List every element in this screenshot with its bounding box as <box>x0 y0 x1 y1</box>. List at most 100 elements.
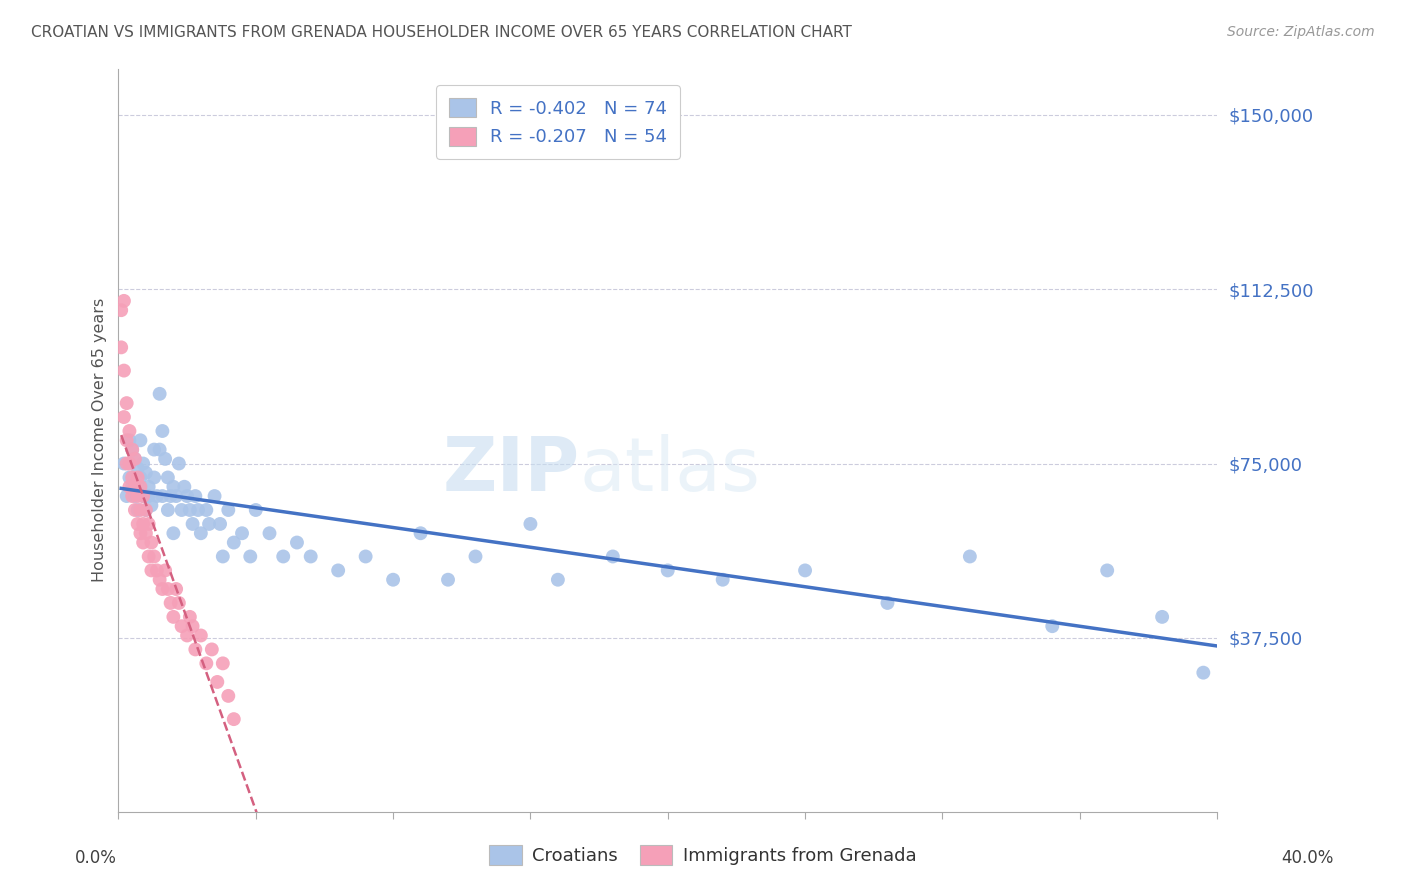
Point <box>149 387 172 401</box>
Point <box>204 489 226 503</box>
Point <box>876 596 898 610</box>
Point <box>127 470 149 484</box>
Point <box>129 434 152 448</box>
Point <box>190 526 212 541</box>
Text: 40.0%: 40.0% <box>1281 849 1334 867</box>
Point <box>132 535 155 549</box>
Point <box>132 516 155 531</box>
Point <box>1192 665 1215 680</box>
Point <box>143 470 166 484</box>
Point <box>1095 563 1118 577</box>
Point <box>138 549 160 564</box>
Point <box>195 503 218 517</box>
Point <box>167 457 190 471</box>
Point <box>138 516 160 531</box>
Point <box>146 489 169 503</box>
Point <box>382 573 405 587</box>
Point <box>159 596 181 610</box>
Point <box>129 470 152 484</box>
Point <box>239 549 262 564</box>
Point <box>437 573 460 587</box>
Point <box>124 451 146 466</box>
Point <box>602 549 624 564</box>
Point <box>201 642 224 657</box>
Point <box>121 489 143 503</box>
Point <box>127 503 149 517</box>
Point <box>176 489 198 503</box>
Point <box>159 489 181 503</box>
Point <box>231 526 253 541</box>
Point <box>153 451 176 466</box>
Point <box>195 657 218 671</box>
Point <box>207 675 229 690</box>
Point <box>124 451 146 466</box>
Point <box>141 535 163 549</box>
Point <box>179 610 201 624</box>
Point <box>135 466 157 480</box>
Point <box>112 410 135 425</box>
Point <box>127 516 149 531</box>
Point <box>1040 619 1063 633</box>
Point <box>162 610 184 624</box>
Point <box>143 442 166 457</box>
Point <box>112 457 135 471</box>
Point <box>115 434 138 448</box>
Point <box>138 489 160 503</box>
Point <box>170 619 193 633</box>
Point <box>181 619 204 633</box>
Point <box>184 642 207 657</box>
Point <box>132 457 155 471</box>
Point <box>711 573 734 587</box>
Y-axis label: Householder Income Over 65 years: Householder Income Over 65 years <box>93 298 107 582</box>
Point <box>217 689 239 703</box>
Point <box>271 549 294 564</box>
Point <box>222 712 245 726</box>
Point <box>135 526 157 541</box>
Point <box>211 549 233 564</box>
Point <box>121 470 143 484</box>
Point <box>115 489 138 503</box>
Point <box>118 424 141 438</box>
Point <box>464 549 486 564</box>
Point <box>127 461 149 475</box>
Point <box>162 526 184 541</box>
Point <box>115 457 138 471</box>
Point <box>112 363 135 377</box>
Point <box>129 526 152 541</box>
Point <box>135 503 157 517</box>
Point <box>150 424 173 438</box>
Point <box>179 503 201 517</box>
Point <box>328 563 350 577</box>
Point <box>129 480 152 494</box>
Point <box>121 442 143 457</box>
Point <box>124 480 146 494</box>
Text: atlas: atlas <box>579 434 761 507</box>
Point <box>118 480 141 494</box>
Point <box>121 442 143 457</box>
Point <box>150 489 173 503</box>
Point <box>222 535 245 549</box>
Point <box>124 503 146 517</box>
Point <box>135 503 157 517</box>
Point <box>118 434 141 448</box>
Point <box>181 516 204 531</box>
Point <box>156 582 179 596</box>
Point <box>143 549 166 564</box>
Point <box>162 480 184 494</box>
Point <box>959 549 981 564</box>
Point <box>170 503 193 517</box>
Point <box>112 293 135 308</box>
Point <box>176 628 198 642</box>
Point <box>156 503 179 517</box>
Point <box>409 526 432 541</box>
Text: 0.0%: 0.0% <box>75 849 117 867</box>
Point <box>153 563 176 577</box>
Text: Source: ZipAtlas.com: Source: ZipAtlas.com <box>1227 25 1375 39</box>
Point <box>150 582 173 596</box>
Point <box>285 535 308 549</box>
Point <box>129 503 152 517</box>
Point <box>657 563 679 577</box>
Point <box>190 628 212 642</box>
Point <box>167 596 190 610</box>
Point <box>165 489 187 503</box>
